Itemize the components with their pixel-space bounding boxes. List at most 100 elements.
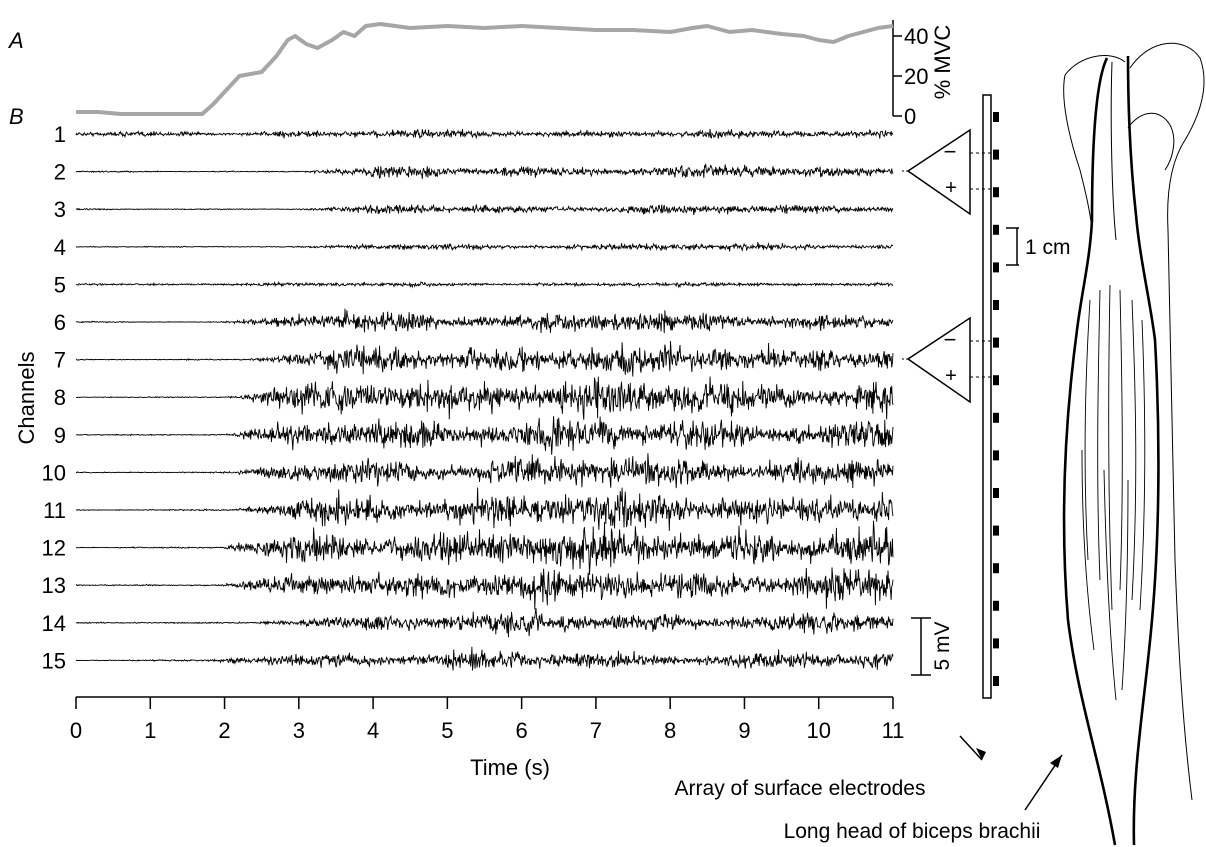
electrode-pad [993,224,999,235]
electrode-pad [993,187,999,198]
channel-label: 5 [54,272,66,297]
spacing-label: 1 cm [1025,236,1071,259]
panel-b-letter: B [9,104,24,129]
emg-trace-channel-5 [75,281,894,289]
electrode-strip [982,94,992,699]
channel-label: 11 [43,498,66,523]
force-y-tick-label: 40 [904,24,928,49]
electrode-pad [993,300,999,310]
time-tick-label: 8 [664,718,676,743]
time-tick-label: 11 [882,718,905,743]
force-y-tick-label: 0 [904,104,916,129]
emg-trace-channel-3 [75,203,894,216]
force-trace [76,22,894,116]
amplifier-triangle [906,316,971,404]
emg-trace-channel-10 [75,453,894,489]
electrode-pad [993,112,999,122]
channel-label: 1 [54,122,66,147]
force-plot: 0 20 40 % MVC [76,20,955,129]
muscle-arrowhead [1050,755,1062,768]
time-tick-label: 1 [144,718,156,743]
time-axis: 0 1 2 3 4 5 6 7 8 9 10 11 [70,696,905,743]
time-tick-label: 2 [218,718,230,743]
channel-label: 15 [42,648,66,673]
electrode-pad [993,525,999,536]
amplifier-bottom: − + [902,316,995,404]
channel-label: 8 [54,385,66,410]
time-tick-label: 9 [738,718,750,743]
channel-label: 10 [42,460,66,485]
humerus-outline [1129,42,1205,801]
electrode-pad [993,676,999,686]
electrode-pad [993,563,999,574]
scale-bar-5mv: 5 mV [911,617,954,676]
muscle-fibers [1081,284,1146,701]
array-arrowhead [976,748,986,760]
electrode-pad [993,337,999,348]
panel-a-letter: A [7,28,24,53]
electrode-pad [993,375,999,386]
force-y-ticks: 0 20 40 [893,24,928,129]
muscle-caption: Long head of biceps brachii [784,820,1041,843]
electrode-pad [993,638,999,649]
emg-trace-channel-12 [75,520,894,576]
array-arrow [959,735,983,761]
channel-label: 4 [54,235,66,260]
channel-label: 14 [42,611,66,636]
time-tick-label: 3 [293,718,305,743]
emg-trace-channel-14 [75,608,894,638]
channel-label: 12 [42,536,66,561]
emg-trace-channel-15 [75,646,894,671]
electrode-pad [993,149,999,160]
electrode-pad [993,488,999,498]
time-axis-label: Time (s) [470,755,550,780]
minus-sign: − [944,139,957,164]
channel-label: 7 [54,348,66,373]
emg-trace-channel-7 [75,340,894,377]
muscle-outline-left [1062,57,1117,846]
electrode-array [982,94,999,699]
force-y-axis-label: % MVC [930,25,955,100]
emg-trace-channel-1 [75,128,894,140]
emg-trace-channel-6 [75,308,894,334]
electrode-pads [993,112,999,686]
emg-trace-channel-8 [75,376,894,420]
plus-sign: + [945,365,957,387]
amplifier-triangle [906,128,971,216]
electrode-pad [993,262,999,273]
emg-trace-channel-13 [75,567,894,610]
electrode-pad [993,412,999,423]
minus-sign: − [944,327,957,352]
spacing-marker: 1 cm [1006,227,1071,266]
channels-axis-label: Channels [14,352,39,445]
time-tick-label: 5 [441,718,453,743]
muscle-outline-right [1126,55,1160,846]
channel-label: 6 [54,310,66,335]
channel-label: 13 [42,573,66,598]
scapula-outline [1063,55,1126,231]
channel-label: 9 [54,423,66,448]
bone-head-outline [1127,112,1175,171]
channel-label: 2 [54,160,66,185]
scale-bar-label: 5 mV [931,621,954,670]
biceps-illustration [1062,42,1205,846]
plus-sign: + [945,177,957,199]
tendon-line [1110,61,1117,241]
electrode-pad [993,450,999,461]
emg-trace-channel-2 [75,163,894,179]
emg-trace-channel-9 [75,416,894,455]
time-tick-label: 10 [806,718,830,743]
time-tick-label: 7 [590,718,602,743]
time-tick-label: 6 [516,718,528,743]
time-tick-label: 0 [70,718,82,743]
electrode-pad [993,600,999,611]
time-tick-label: 4 [367,718,379,743]
emg-trace-channel-4 [75,241,894,252]
emg-trace-channel-11 [75,487,894,531]
array-caption: Array of surface electrodes [675,777,926,800]
force-y-tick-label: 20 [904,64,928,89]
channel-label: 3 [54,197,66,222]
amplifier-top: − + [902,128,995,216]
